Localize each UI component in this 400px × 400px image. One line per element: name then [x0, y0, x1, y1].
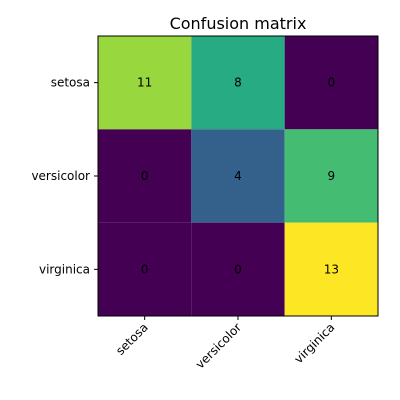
- x-tick-label: setosa: [113, 320, 151, 358]
- cell-value-labels: 11 8 0 0 4 9 0 0 13: [137, 76, 339, 277]
- x-tick-label: virginica: [291, 320, 337, 366]
- heatmap-cell: [98, 129, 192, 223]
- heatmap-cell: [191, 36, 285, 130]
- y-tick-label: versicolor: [31, 169, 90, 183]
- heatmap-cells: [98, 36, 378, 316]
- heatmap-cell: [191, 222, 285, 316]
- y-axis-ticks: setosa versicolor virginica: [31, 76, 98, 276]
- y-tick-label: virginica: [39, 262, 90, 276]
- heatmap-cell: [284, 129, 378, 223]
- cell-value-label: 4: [234, 169, 242, 183]
- cell-value-label: 11: [137, 76, 152, 90]
- cell-value-label: 13: [324, 262, 339, 276]
- x-tick-label: versicolor: [193, 320, 244, 371]
- heatmap-cell: [191, 129, 285, 223]
- cell-value-label: 0: [141, 262, 149, 276]
- heatmap-cell: [284, 222, 378, 316]
- heatmap-cell: [98, 36, 192, 130]
- cell-value-label: 0: [141, 169, 149, 183]
- x-axis-ticks: setosa versicolor virginica: [113, 316, 337, 372]
- cell-value-label: 0: [328, 76, 336, 90]
- heatmap-cell: [98, 222, 192, 316]
- chart-title: Confusion matrix: [170, 14, 307, 33]
- heatmap-cell: [284, 36, 378, 130]
- cell-value-label: 0: [234, 262, 242, 276]
- cell-value-label: 9: [328, 169, 336, 183]
- y-tick-label: setosa: [51, 76, 90, 90]
- cell-value-label: 8: [234, 76, 242, 90]
